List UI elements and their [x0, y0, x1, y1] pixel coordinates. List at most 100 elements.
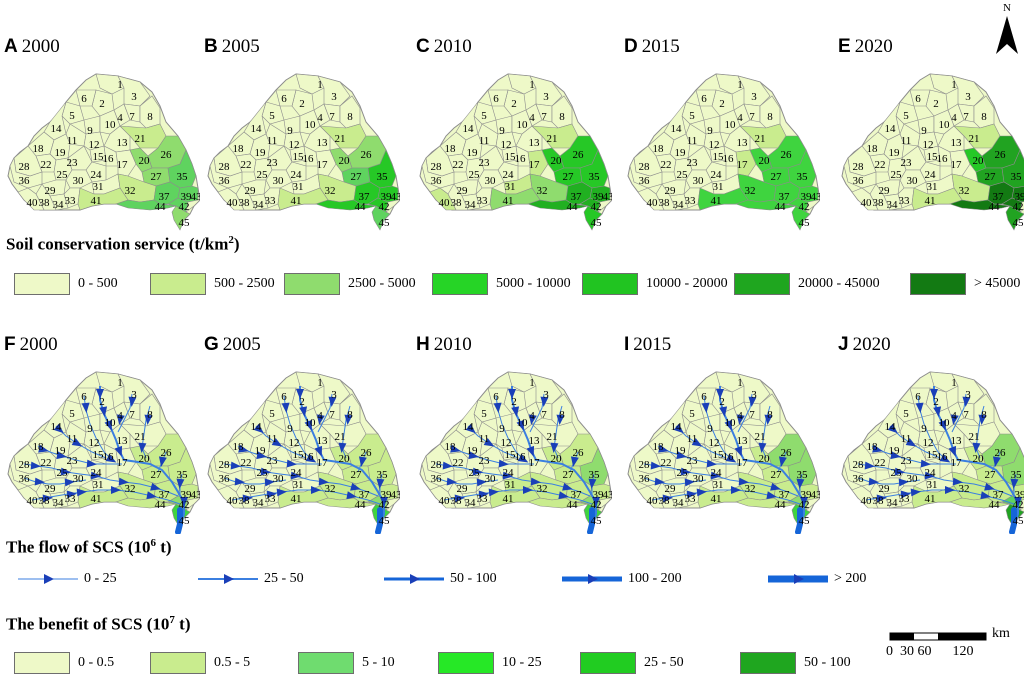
- subbasin-label: 35: [177, 469, 189, 481]
- subbasin-label: 7: [963, 409, 969, 421]
- subbasin-label: 43: [191, 489, 201, 501]
- subbasin-label: 18: [445, 441, 457, 453]
- subbasin-label: 21: [969, 133, 980, 145]
- subbasin-label: 12: [289, 139, 300, 151]
- subbasin-label: 28: [219, 459, 231, 471]
- subbasin-label: 45: [799, 515, 811, 527]
- subbasin-label: 26: [573, 447, 585, 459]
- subbasin-label: 11: [67, 135, 78, 147]
- subbasin-label: 6: [701, 391, 707, 403]
- subbasin-label: 4: [117, 112, 123, 124]
- subbasin-label: 44: [775, 201, 787, 213]
- subbasin-label: 8: [147, 111, 153, 123]
- subbasin-label: 19: [675, 147, 687, 159]
- subbasin-label: 22: [661, 457, 672, 469]
- panel-letter: D: [624, 36, 638, 57]
- subbasin-label: 20: [139, 155, 151, 167]
- subbasin-label: 2: [299, 396, 305, 408]
- subbasin-label: 4: [529, 410, 535, 422]
- subbasin-label: 8: [347, 111, 353, 123]
- legend-swatch: [740, 652, 796, 674]
- panel-letter: H: [416, 334, 430, 355]
- subbasin-label: 26: [361, 149, 373, 161]
- subbasin-label: 32: [745, 483, 756, 495]
- subbasin-label: 41: [291, 195, 302, 207]
- subbasin-label: 34: [673, 497, 685, 509]
- legend-label: 500 - 2500: [214, 276, 275, 292]
- subbasin-label: 22: [241, 457, 252, 469]
- legend-swatch: [150, 652, 206, 674]
- subbasin-label: 5: [903, 408, 909, 420]
- flow-legend-label: 25 - 50: [264, 571, 304, 587]
- subbasin-label: 1: [117, 377, 123, 389]
- panel-letter: I: [624, 334, 629, 355]
- subbasin-label: 13: [737, 137, 749, 149]
- legend-label: 0 - 500: [78, 276, 118, 292]
- subbasin-label: 44: [775, 499, 787, 511]
- subbasin-label: 10: [725, 417, 737, 429]
- subbasin-label: 7: [129, 409, 135, 421]
- subbasin-label: 24: [503, 467, 515, 479]
- subbasin-label: 36: [19, 175, 31, 187]
- subbasin-label: 33: [899, 195, 911, 207]
- subbasin-label: 20: [139, 453, 151, 465]
- subbasin-label: 18: [233, 143, 245, 155]
- subbasin-label: 31: [927, 181, 938, 193]
- subbasin-label: 31: [505, 479, 516, 491]
- subbasin-label: 38: [873, 495, 885, 507]
- subbasin-label: 43: [811, 489, 821, 501]
- subbasin-label: 11: [479, 135, 490, 147]
- legend-item: 5 - 10: [298, 651, 395, 675]
- subbasin-label: 38: [39, 495, 51, 507]
- subbasin-label: 13: [737, 435, 749, 447]
- subbasin-label: 9: [921, 125, 927, 137]
- legend-label: 5 - 10: [362, 655, 395, 671]
- subbasin-label: 31: [713, 181, 724, 193]
- subbasin-label: 13: [317, 137, 329, 149]
- subbasin-label: 38: [239, 495, 251, 507]
- scale-ticks: 0 30 60 120: [886, 644, 974, 660]
- subbasin-label: 11: [267, 433, 278, 445]
- legend-item: 20000 - 45000: [734, 272, 880, 296]
- flow-legend-item: 25 - 50: [194, 567, 304, 591]
- subbasin-label: 28: [19, 459, 31, 471]
- legend-swatch: [298, 652, 354, 674]
- subbasin-label: 11: [901, 135, 912, 147]
- legend-swatch: [438, 652, 494, 674]
- subbasin-label: 22: [453, 159, 464, 171]
- subbasin-label: 22: [41, 159, 52, 171]
- subbasin-label: 25: [891, 467, 903, 479]
- subbasin-label: 7: [329, 409, 335, 421]
- subbasin-label: 24: [925, 467, 937, 479]
- subbasin-label: 33: [65, 493, 77, 505]
- subbasin-label: 17: [951, 457, 963, 469]
- subbasin-label: 29: [665, 483, 677, 495]
- subbasin-label: 3: [331, 389, 337, 401]
- subbasin-label: 30: [693, 175, 705, 187]
- legend-label: 50 - 100: [804, 655, 851, 671]
- legend-item: 0.5 - 5: [150, 651, 250, 675]
- subbasin-label: 28: [431, 459, 443, 471]
- subbasin-label: 3: [965, 389, 971, 401]
- subbasin-label: 36: [19, 473, 31, 485]
- subbasin-label: 5: [269, 110, 275, 122]
- legend-item: 25 - 50: [580, 651, 684, 675]
- subbasin-label: 42: [379, 499, 390, 511]
- subbasin-label: 28: [639, 161, 651, 173]
- flow-legend-line: [194, 569, 260, 589]
- subbasin-label: 23: [687, 157, 699, 169]
- panel-letter: J: [838, 334, 849, 355]
- subbasin-label: 21: [135, 133, 146, 145]
- subbasin-label: 26: [161, 149, 173, 161]
- panel-letter: A: [4, 36, 18, 57]
- subbasin-label: 40: [647, 197, 659, 209]
- panel-year: 2005: [222, 36, 260, 57]
- subbasin-label: 22: [661, 159, 672, 171]
- subbasin-label: 12: [709, 437, 720, 449]
- subbasin-label: 25: [891, 169, 903, 181]
- subbasin-label: 6: [915, 93, 921, 105]
- subbasin-label: 32: [125, 185, 136, 197]
